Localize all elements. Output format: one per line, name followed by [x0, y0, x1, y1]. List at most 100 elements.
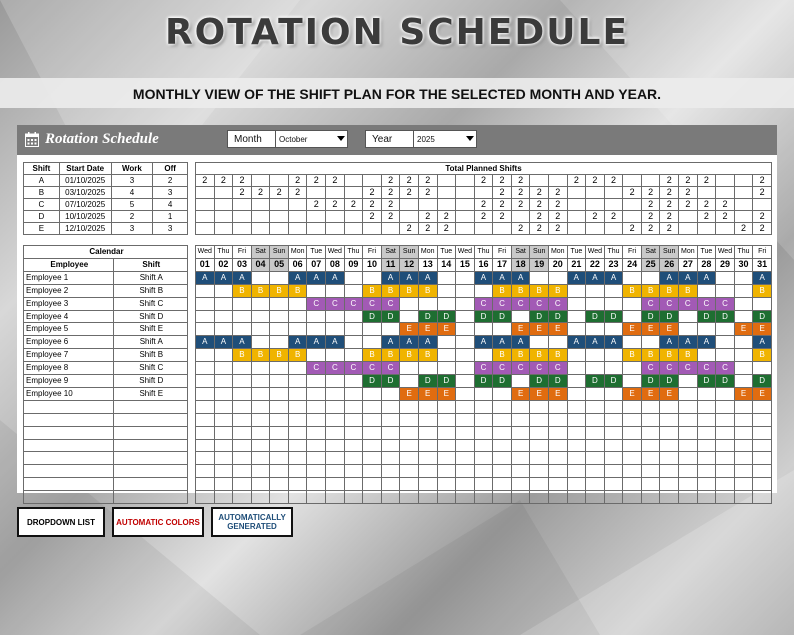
shift-day-cell[interactable]	[195, 374, 215, 388]
shift-day-cell[interactable]: C	[343, 361, 364, 376]
shift-day-cell[interactable]	[510, 490, 531, 504]
shift-day-cell[interactable]	[325, 283, 345, 298]
shift-day-cell[interactable]: C	[492, 296, 512, 311]
shift-day-cell[interactable]	[640, 477, 661, 492]
shift-day-cell[interactable]: A	[696, 270, 717, 285]
shift-day-cell[interactable]: A	[752, 335, 772, 350]
shift-day-cell[interactable]	[529, 270, 549, 285]
shift-day-cell[interactable]	[380, 477, 401, 492]
shift-day-cell[interactable]: B	[547, 348, 568, 363]
shift-day-cell[interactable]: E	[510, 322, 531, 337]
shift-day-cell[interactable]	[547, 412, 568, 427]
shift-day-cell[interactable]: A	[195, 270, 215, 285]
shift-day-cell[interactable]	[622, 296, 642, 311]
shift-day-cell[interactable]: B	[380, 283, 401, 298]
shift-day-cell[interactable]	[529, 451, 549, 466]
shift-day-cell[interactable]	[659, 477, 680, 492]
shift-day-cell[interactable]: C	[529, 296, 549, 311]
shift-day-cell[interactable]: B	[492, 348, 512, 363]
shift-day-cell[interactable]	[603, 464, 624, 479]
shift-day-cell[interactable]	[715, 283, 735, 298]
shift-day-cell[interactable]: A	[213, 335, 234, 350]
shift-day-cell[interactable]	[547, 464, 568, 479]
shift-day-cell[interactable]: C	[473, 296, 494, 311]
shift-day-cell[interactable]	[566, 374, 587, 388]
shift-day-cell[interactable]	[678, 477, 698, 492]
shift-day-cell[interactable]	[752, 451, 772, 466]
shift-day-cell[interactable]	[399, 425, 419, 440]
shift-day-cell[interactable]	[585, 438, 605, 453]
shift-day-cell[interactable]: B	[752, 283, 772, 298]
shift-day-cell[interactable]	[455, 348, 475, 363]
shift-day-cell[interactable]	[492, 438, 512, 453]
shift-day-cell[interactable]	[455, 322, 475, 337]
shift-day-cell[interactable]	[380, 322, 401, 337]
shift-day-cell[interactable]: C	[306, 361, 327, 376]
shift-day-cell[interactable]	[455, 270, 475, 285]
shift-day-cell[interactable]	[436, 361, 457, 376]
shift-day-cell[interactable]: A	[399, 270, 419, 285]
shift-day-cell[interactable]	[566, 425, 587, 440]
shift-day-cell[interactable]	[510, 477, 531, 492]
shift-day-cell[interactable]: C	[678, 361, 698, 376]
shift-day-cell[interactable]	[436, 490, 457, 504]
shift-day-cell[interactable]	[287, 412, 308, 427]
employee-shift[interactable]	[112, 399, 189, 414]
shift-day-cell[interactable]	[510, 399, 531, 414]
shift-day-cell[interactable]	[269, 438, 289, 453]
shift-day-cell[interactable]: B	[362, 283, 382, 298]
shift-day-cell[interactable]	[232, 464, 252, 479]
shift-day-cell[interactable]	[529, 335, 549, 350]
shift-day-cell[interactable]	[733, 425, 754, 440]
shift-day-cell[interactable]: C	[529, 361, 549, 376]
shift-day-cell[interactable]	[195, 322, 215, 337]
shift-day-cell[interactable]	[232, 490, 252, 504]
shift-day-cell[interactable]: C	[362, 361, 382, 376]
shift-day-cell[interactable]	[696, 451, 717, 466]
shift-day-cell[interactable]	[752, 438, 772, 453]
shift-day-cell[interactable]: A	[195, 335, 215, 350]
shift-day-cell[interactable]	[269, 425, 289, 440]
shift-day-cell[interactable]	[547, 490, 568, 504]
shift-day-cell[interactable]: E	[752, 386, 772, 401]
shift-day-cell[interactable]	[473, 490, 494, 504]
shift-day-cell[interactable]	[622, 361, 642, 376]
shift-day-cell[interactable]: B	[399, 348, 419, 363]
shift-day-cell[interactable]	[603, 477, 624, 492]
shift-day-cell[interactable]	[585, 477, 605, 492]
shift-day-cell[interactable]	[752, 361, 772, 376]
employee-shift[interactable]: Shift C	[112, 361, 189, 376]
shift-day-cell[interactable]: D	[696, 374, 717, 388]
shift-day-cell[interactable]	[455, 335, 475, 350]
shift-day-cell[interactable]	[343, 412, 364, 427]
shift-day-cell[interactable]	[213, 451, 234, 466]
shift-day-cell[interactable]	[603, 386, 624, 401]
shift-day-cell[interactable]	[269, 309, 289, 324]
shift-day-cell[interactable]: D	[380, 374, 401, 388]
shift-day-cell[interactable]	[603, 296, 624, 311]
shift-day-cell[interactable]	[325, 438, 345, 453]
shift-day-cell[interactable]: A	[473, 335, 494, 350]
shift-day-cell[interactable]	[269, 399, 289, 414]
shift-day-cell[interactable]	[566, 322, 587, 337]
shift-day-cell[interactable]	[733, 309, 754, 324]
shift-day-cell[interactable]	[715, 335, 735, 350]
shift-day-cell[interactable]	[306, 490, 327, 504]
shift-day-cell[interactable]	[287, 296, 308, 311]
shift-day-cell[interactable]	[715, 477, 735, 492]
shift-day-cell[interactable]: A	[566, 270, 587, 285]
shift-day-cell[interactable]	[269, 335, 289, 350]
shift-day-cell[interactable]	[492, 425, 512, 440]
shift-day-cell[interactable]: C	[715, 296, 735, 311]
shift-day-cell[interactable]	[343, 270, 364, 285]
shift-day-cell[interactable]	[325, 322, 345, 337]
shift-day-cell[interactable]	[510, 438, 531, 453]
shift-day-cell[interactable]	[195, 490, 215, 504]
shift-day-cell[interactable]	[733, 477, 754, 492]
shift-day-cell[interactable]	[195, 425, 215, 440]
shift-day-cell[interactable]	[733, 335, 754, 350]
shift-day-cell[interactable]	[306, 438, 327, 453]
shift-day-cell[interactable]	[566, 283, 587, 298]
shift-day-cell[interactable]	[325, 477, 345, 492]
shift-day-cell[interactable]	[232, 322, 252, 337]
